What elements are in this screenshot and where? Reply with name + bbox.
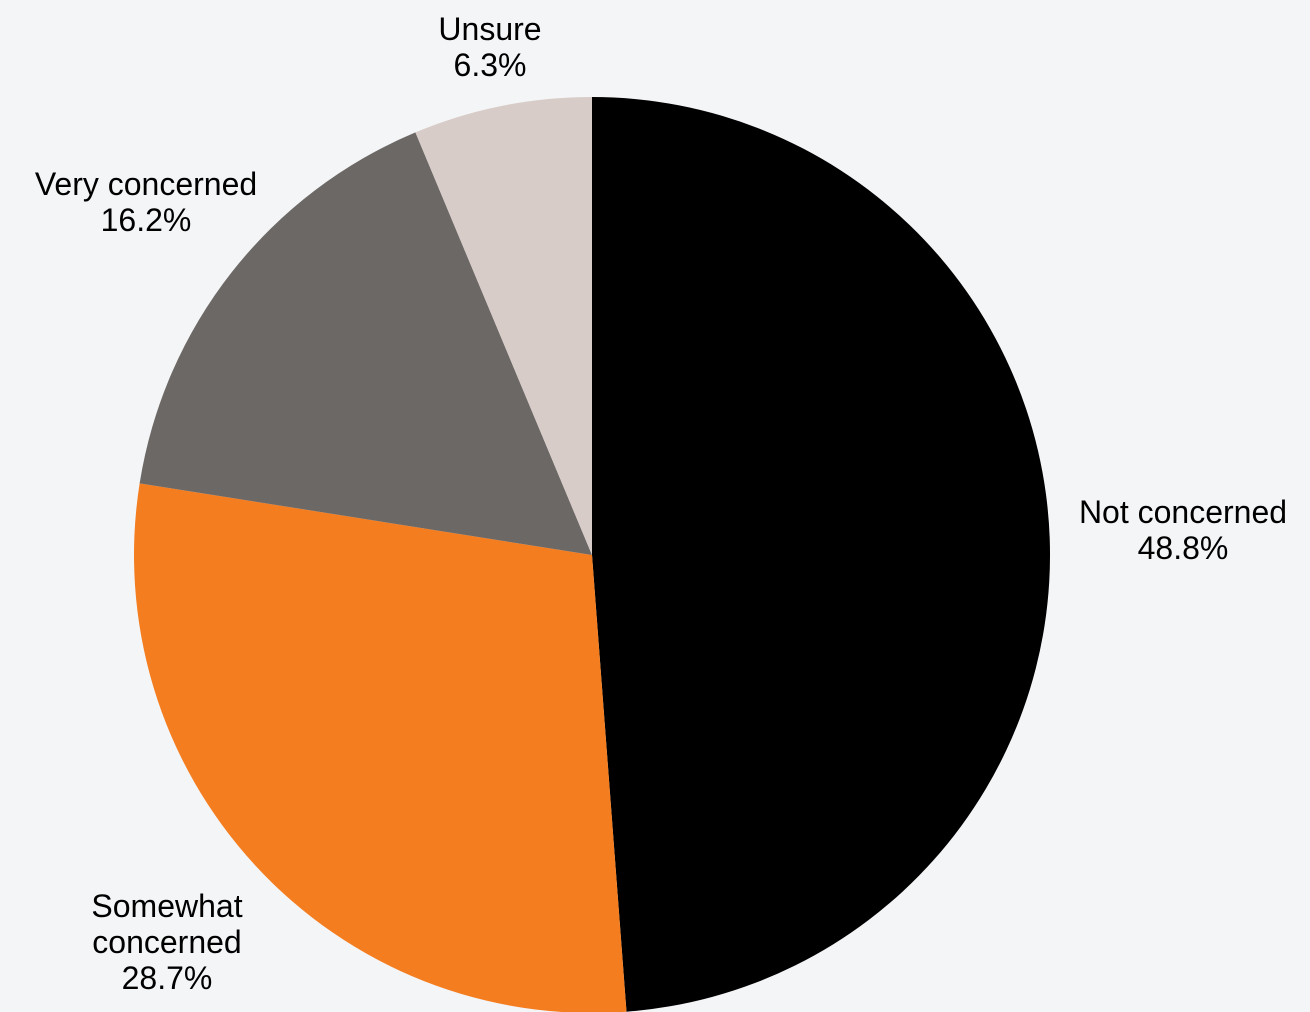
- pie-value-label: 28.7%: [122, 960, 213, 996]
- pie-slice-not-concerned: [592, 96, 1051, 1012]
- pie-value-label: 48.8%: [1138, 530, 1229, 566]
- pie-category-label: Somewhat: [91, 888, 242, 924]
- pie-category-label: Not concerned: [1079, 494, 1287, 530]
- pie-category-label: concerned: [92, 924, 241, 960]
- pie-label-not-concerned: Not concerned 48.8%: [1079, 494, 1287, 566]
- pie-label-unsure: Unsure 6.3%: [438, 11, 541, 83]
- pie-slice-unsure: [415, 97, 592, 555]
- pie-slice-somewhat-concerned: [134, 483, 627, 1012]
- pie-slices: [134, 96, 1051, 1012]
- pie-label-very-concerned: Very concerned 16.2%: [35, 166, 257, 238]
- pie-labels: Not concerned 48.8% Somewhat concerned 28.7%…: [35, 11, 1287, 996]
- pie-category-label: Very concerned: [35, 166, 257, 202]
- pie-value-label: 6.3%: [454, 47, 527, 83]
- pie-category-label: Unsure: [438, 11, 541, 47]
- pie-slice-very-concerned: [139, 132, 592, 556]
- pie-label-somewhat-concerned: Somewhat concerned 28.7%: [91, 888, 242, 996]
- pie-value-label: 16.2%: [101, 202, 192, 238]
